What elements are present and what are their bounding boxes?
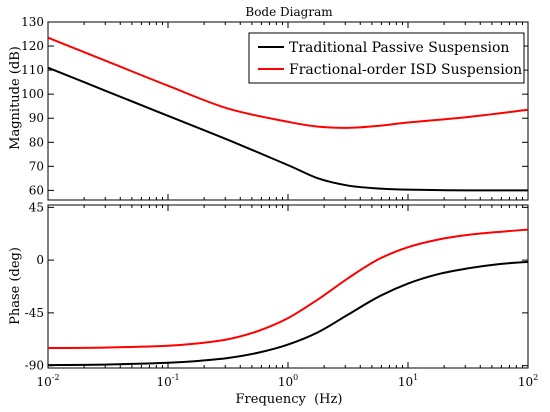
phase-y-tick-label: -90 [25,359,44,373]
phase-isd-series-line [47,228,529,350]
phase-panel: -90 -45 0 45 10-2 10-1 100 101 102 [25,200,539,389]
phase-passive-series-line [47,260,529,367]
magnitude-passive-series-line [47,66,529,192]
magnitude-y-tick-label: 60 [29,183,44,197]
magnitude-y-tick-label: 90 [29,111,44,125]
frequency-tick-label: 10-2 [36,373,59,389]
chart-title: Bode Diagram [245,5,333,19]
frequency-tick-label: 10-1 [156,373,179,389]
legend-label-isd: Fractional-order ISD Suspension [289,62,522,78]
magnitude-y-tick-label: 100 [21,87,44,101]
phase-y-tick-label: -45 [25,306,44,320]
magnitude-y-tick-label: 110 [21,63,44,77]
magnitude-isd-series-line [47,36,529,129]
magnitude-y-tick-label: 80 [29,135,44,149]
magnitude-axis-label: Magnitude (dB) [8,46,23,150]
magnitude-y-tick-label: 70 [29,159,44,173]
legend: Traditional Passive Suspension Fractiona… [248,32,525,84]
frequency-tick-label: 100 [278,373,298,389]
frequency-tick-label: 101 [398,373,418,389]
phase-y-tick-label: 0 [36,253,44,267]
phase-axis-label: Phase (deg) [8,247,23,325]
magnitude-y-tick-label: 120 [21,39,44,53]
phase-plot-frame [47,204,529,369]
frequency-tick-label: 102 [518,373,538,389]
frequency-axis-label: Frequency (Hz) [236,392,343,407]
legend-box [248,32,525,84]
legend-label-passive: Traditional Passive Suspension [289,40,509,56]
magnitude-y-tick-label: 130 [21,15,44,29]
phase-y-tick-label: 45 [29,200,44,214]
